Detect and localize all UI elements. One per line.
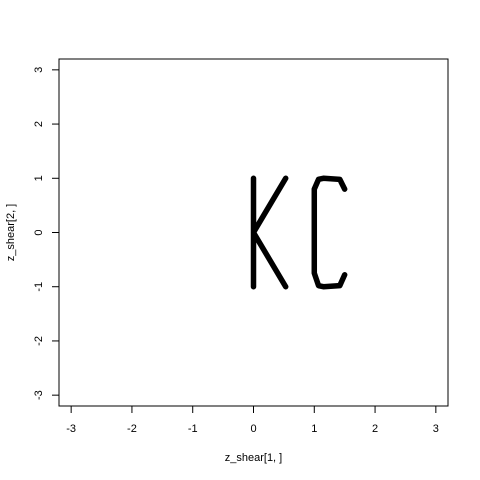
y-tick-label: -3	[33, 390, 45, 400]
y-tick-label: 1	[33, 175, 45, 181]
x-axis-label: z_shear[1, ]	[225, 452, 282, 464]
x-tick-label: 0	[250, 423, 256, 435]
data-marks	[250, 175, 348, 290]
y-tick-label: -2	[33, 336, 45, 346]
y-tick-label: -1	[33, 282, 45, 292]
series-0-points	[250, 175, 289, 290]
y-tick-label: 2	[33, 121, 45, 127]
series-1-points	[311, 175, 348, 290]
x-tick-label: -1	[188, 423, 198, 435]
y-axis: -3 -2 -1 0 1 2 3	[33, 67, 60, 400]
x-tick-label: -2	[127, 423, 137, 435]
x-tick-label: -3	[66, 423, 76, 435]
x-tick-label: 1	[311, 423, 317, 435]
y-tick-label: 0	[33, 229, 45, 235]
x-axis: -3 -2 -1 0 1 2 3	[66, 405, 439, 435]
y-axis-label: z_shear[2, ]	[5, 204, 17, 261]
x-tick-label: 2	[372, 423, 378, 435]
y-tick-label: 3	[33, 67, 45, 73]
x-tick-label: 3	[433, 423, 439, 435]
